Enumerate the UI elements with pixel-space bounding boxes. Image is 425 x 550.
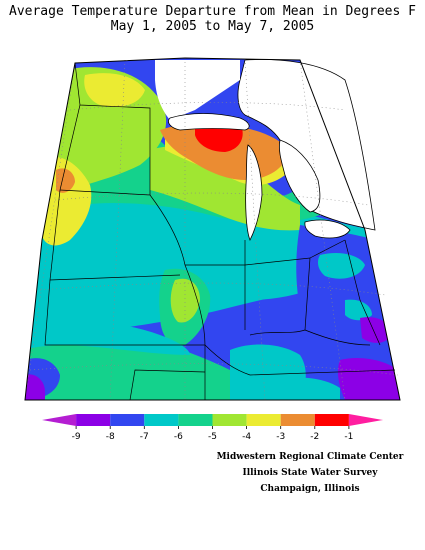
lake-michigan bbox=[245, 144, 263, 241]
legend-swatch bbox=[178, 414, 213, 426]
fill-lime-wi bbox=[150, 146, 300, 231]
map-frame bbox=[24, 57, 401, 401]
lake-huron bbox=[278, 139, 321, 213]
lake-erie bbox=[304, 219, 351, 239]
legend-tick-label: -1 bbox=[344, 432, 353, 442]
legend-tick-label: -2 bbox=[310, 432, 319, 442]
canada-white-area bbox=[237, 59, 376, 231]
legend-tick-label: -7 bbox=[140, 432, 149, 442]
legend-tick-label: -4 bbox=[242, 432, 251, 442]
legend-swatch bbox=[144, 414, 179, 426]
legend-swatch bbox=[76, 414, 111, 426]
credit-line2: Illinois State Water Survey bbox=[242, 468, 378, 478]
credit-line1: Midwestern Regional Climate Center bbox=[216, 452, 404, 462]
credit-line3: Champaign, Illinois bbox=[260, 484, 360, 494]
legend-swatch bbox=[314, 414, 349, 426]
map-title-line2: May 1, 2005 to May 7, 2005 bbox=[110, 19, 315, 34]
map-title-line1: Average Temperature Departure from Mean … bbox=[9, 4, 416, 19]
state-boundaries bbox=[44, 62, 396, 401]
fill-yellow-mn bbox=[84, 73, 145, 107]
fill-red-up bbox=[195, 123, 243, 152]
lake-superior bbox=[168, 113, 250, 131]
legend-swatch bbox=[280, 414, 315, 426]
legend-tick-label: -6 bbox=[174, 432, 183, 442]
legend-swatch bbox=[212, 414, 247, 426]
fill-lime-il bbox=[170, 278, 200, 323]
fill-cyan-sc bbox=[280, 377, 340, 400]
legend-tick-label: -8 bbox=[106, 432, 115, 442]
color-legend: -9 -8 -7 -6 -5 -4 -3 -2 -1 bbox=[42, 414, 383, 442]
map-fill-layer bbox=[25, 58, 400, 400]
fill-cyan-east2 bbox=[345, 299, 372, 321]
fill-yellow-west bbox=[42, 156, 92, 246]
fill-purple-sw bbox=[25, 374, 45, 400]
lakes-and-canada bbox=[155, 59, 376, 241]
legend-swatch bbox=[110, 414, 145, 426]
legend-tick-label: -5 bbox=[208, 432, 217, 442]
fill-cyan-south bbox=[25, 321, 190, 355]
legend-tick-label: -3 bbox=[276, 432, 285, 442]
legend-swatch bbox=[42, 414, 77, 426]
legend-swatch bbox=[246, 414, 281, 426]
fill-purple-se bbox=[337, 358, 400, 400]
legend-swatch bbox=[348, 414, 383, 426]
legend-tick-label: -9 bbox=[72, 432, 81, 442]
graticule bbox=[24, 58, 399, 401]
ontario-white-area bbox=[155, 60, 240, 120]
